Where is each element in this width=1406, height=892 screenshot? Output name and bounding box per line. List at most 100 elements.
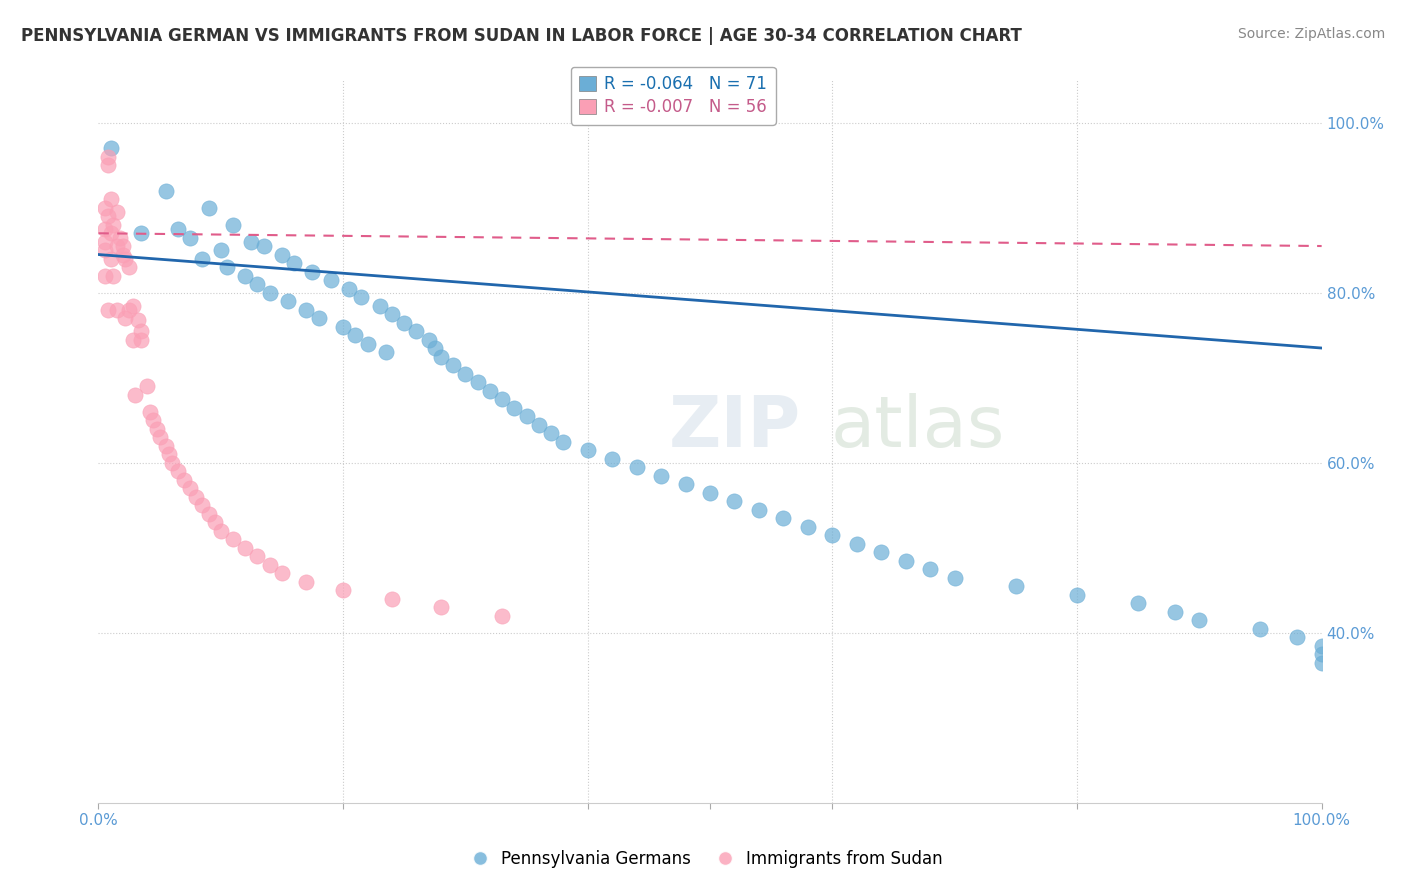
Point [111, 239, 134, 253]
Point [129, 227, 152, 241]
Point [540, 425, 562, 440]
Point [100, 227, 122, 241]
Point [337, 281, 360, 295]
Point [246, 277, 269, 292]
Point [93, 201, 115, 215]
Point [576, 443, 599, 458]
Point [332, 319, 354, 334]
Point [344, 328, 367, 343]
Point [356, 336, 378, 351]
Point [209, 524, 232, 538]
Point [381, 591, 404, 606]
Point [319, 273, 342, 287]
Point [105, 205, 128, 219]
Point [191, 498, 214, 512]
Point [600, 451, 623, 466]
Point [699, 485, 721, 500]
Text: ZIP: ZIP [668, 392, 800, 461]
Point [129, 333, 152, 347]
Point [149, 430, 172, 444]
Point [118, 302, 141, 317]
Point [136, 379, 159, 393]
Point [368, 299, 391, 313]
Point [114, 252, 136, 266]
Point [129, 324, 152, 338]
Point [870, 545, 893, 559]
Point [121, 299, 143, 313]
Point [222, 218, 245, 232]
Point [894, 553, 917, 567]
Point [491, 392, 513, 406]
Point [127, 313, 149, 327]
Point [167, 464, 190, 478]
Point [101, 218, 124, 232]
Point [845, 536, 868, 550]
Point [114, 311, 136, 326]
Point [93, 222, 115, 236]
Point [283, 256, 305, 270]
Point [139, 405, 162, 419]
Point [270, 247, 294, 261]
Point [797, 519, 820, 533]
Point [93, 244, 115, 258]
Point [350, 290, 373, 304]
Point [146, 422, 169, 436]
Point [179, 481, 201, 495]
Point [1310, 639, 1333, 653]
Point [155, 184, 177, 198]
Point [240, 235, 263, 249]
Point [252, 239, 274, 253]
Point [124, 388, 146, 402]
Point [186, 490, 208, 504]
Point [209, 244, 232, 258]
Point [277, 294, 299, 309]
Point [772, 511, 794, 525]
Point [270, 566, 294, 581]
Point [723, 494, 745, 508]
Point [1310, 647, 1333, 661]
Point [1164, 605, 1187, 619]
Point [215, 260, 238, 275]
Point [503, 401, 526, 415]
Point [197, 201, 219, 215]
Point [295, 574, 318, 589]
Point [650, 468, 672, 483]
Point [374, 345, 396, 359]
Point [110, 230, 132, 244]
Point [491, 608, 513, 623]
Point [430, 350, 453, 364]
Point [553, 434, 575, 449]
Point [167, 222, 190, 236]
Point [155, 439, 177, 453]
Point [222, 533, 245, 547]
Point [943, 570, 966, 584]
Point [332, 583, 354, 598]
Point [301, 264, 323, 278]
Point [308, 311, 330, 326]
Point [246, 549, 269, 564]
Point [259, 285, 281, 300]
Point [197, 507, 219, 521]
Point [821, 528, 844, 542]
Point [100, 192, 122, 206]
Point [97, 302, 120, 317]
Point [97, 150, 120, 164]
Point [160, 456, 183, 470]
Point [233, 268, 256, 283]
Point [405, 324, 427, 338]
Point [748, 502, 770, 516]
Point [1066, 588, 1088, 602]
Point [142, 413, 165, 427]
Point [1004, 579, 1026, 593]
Point [97, 158, 120, 172]
Point [1188, 613, 1211, 627]
Point [381, 307, 404, 321]
Point [920, 562, 942, 576]
Point [527, 417, 550, 432]
Point [259, 558, 281, 572]
Text: PENNSYLVANIA GERMAN VS IMMIGRANTS FROM SUDAN IN LABOR FORCE | AGE 30-34 CORRELAT: PENNSYLVANIA GERMAN VS IMMIGRANTS FROM S… [21, 27, 1022, 45]
Legend: Pennsylvania Germans, Immigrants from Sudan: Pennsylvania Germans, Immigrants from Su… [457, 844, 949, 875]
Text: Source: ZipAtlas.com: Source: ZipAtlas.com [1237, 27, 1385, 41]
Point [111, 247, 134, 261]
Point [423, 341, 446, 355]
